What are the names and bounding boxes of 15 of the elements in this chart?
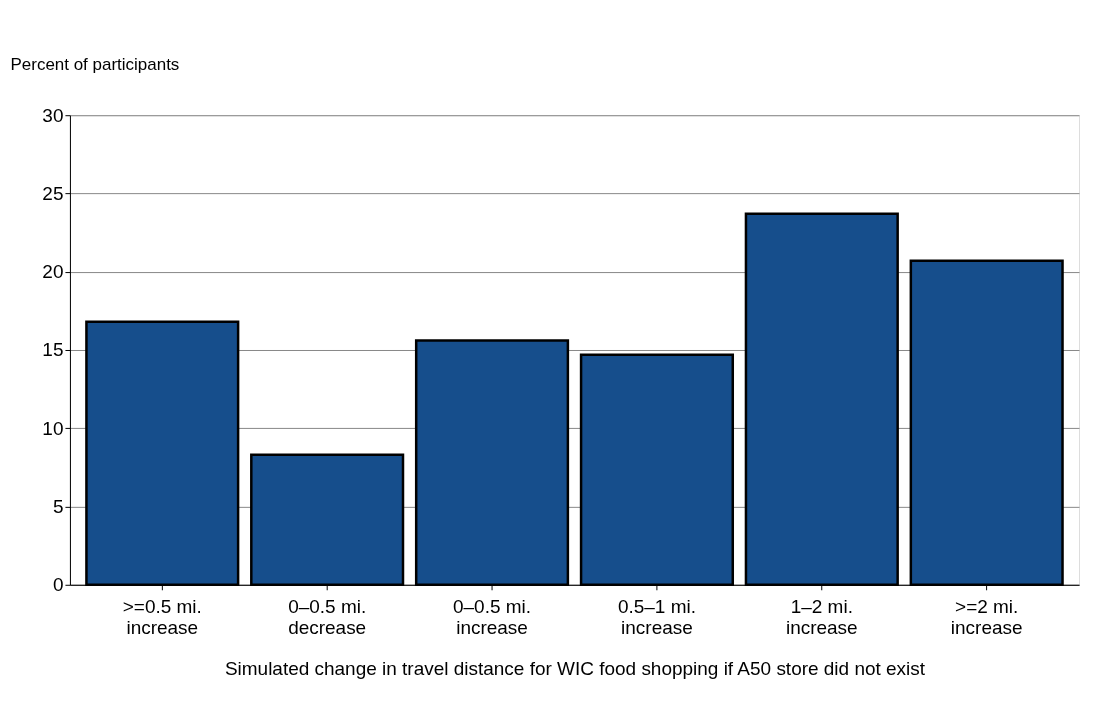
y-tick-label: 5 bbox=[52, 496, 64, 518]
x-tick-label: >=2 mi. increase bbox=[950, 596, 1023, 639]
x-tick-label: 0–0.5 mi. increase bbox=[453, 596, 532, 639]
y-tick-label: 25 bbox=[42, 182, 64, 204]
y-tick-label: 10 bbox=[42, 417, 64, 439]
x-tick-label: >=0.5 mi. increase bbox=[122, 596, 202, 639]
x-tick-label: 1–2 mi. increase bbox=[785, 596, 858, 639]
y-tick-label: 20 bbox=[42, 261, 64, 283]
y-tick-label: 0 bbox=[52, 574, 64, 596]
y-tick-label: 30 bbox=[42, 104, 64, 126]
y-axis-title: Percent of participants bbox=[10, 54, 180, 74]
x-tick-label: 0–0.5 mi. decrease bbox=[288, 596, 367, 639]
x-axis-title: Simulated change in travel distance for WIC food shopping if A50 store did not exist bbox=[224, 658, 926, 680]
x-tick-label: 0.5–1 mi. increase bbox=[617, 596, 696, 639]
y-tick-label: 15 bbox=[42, 339, 64, 361]
